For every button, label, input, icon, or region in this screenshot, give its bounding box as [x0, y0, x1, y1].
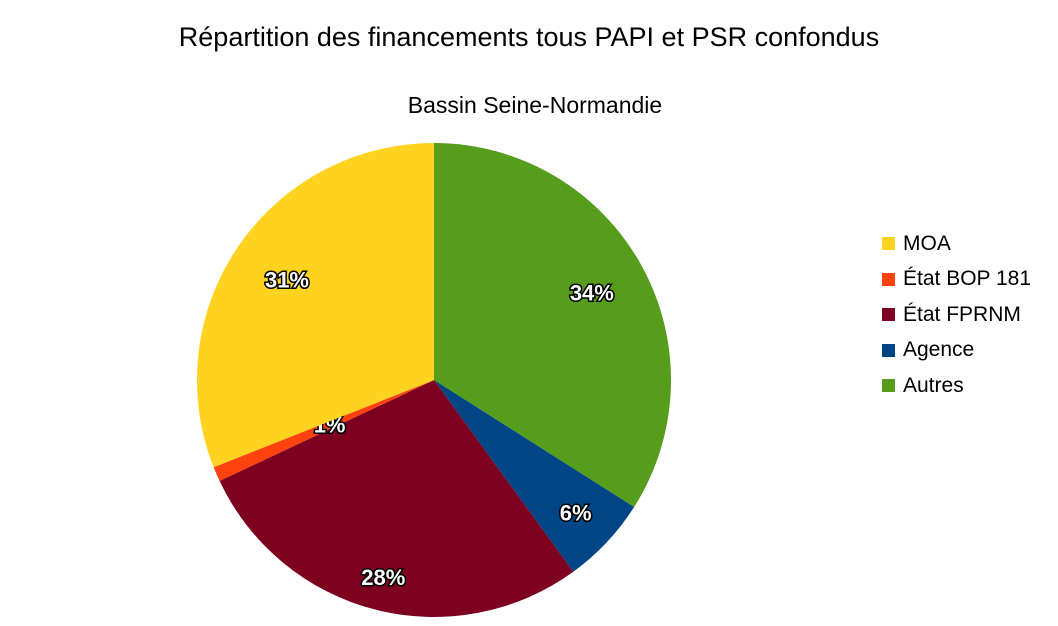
pie-slice-moa	[197, 143, 434, 468]
pie-slice-etat-fprnm	[219, 380, 574, 617]
legend-label: Agence	[903, 338, 975, 362]
legend-item-autres: Autres	[882, 368, 1031, 404]
legend-swatch	[882, 379, 895, 393]
chart-legend: MOA État BOP 181 État FPRNM Agence Autres	[882, 226, 1031, 404]
legend-label: État BOP 181	[903, 267, 1032, 291]
legend-swatch	[882, 343, 895, 357]
legend-swatch	[882, 272, 895, 286]
pie-slice-etat-bop-181	[213, 380, 434, 481]
legend-swatch	[882, 308, 895, 322]
chart-subtitle: Bassin Seine-Normandie	[407, 92, 663, 118]
legend-label: MOA	[903, 231, 951, 255]
slice-label-moa: 31%	[265, 268, 309, 293]
legend-swatch	[882, 237, 895, 251]
legend-item-moa: MOA	[882, 226, 1031, 262]
chart-title: Répartition des financements tous PAPI e…	[178, 22, 880, 52]
pie-slice-autres	[434, 143, 671, 507]
slice-label-agence: 6%	[560, 501, 592, 526]
pie-slice-agence	[434, 380, 635, 572]
legend-item-etat-fprnm: État FPRNM	[882, 297, 1031, 333]
legend-label: État FPRNM	[903, 302, 1021, 326]
legend-item-etat-bop-181: État BOP 181	[882, 262, 1031, 298]
legend-label: Autres	[903, 373, 964, 397]
slice-label-etat-fprnm: 28%	[361, 565, 405, 590]
legend-item-agence: Agence	[882, 333, 1031, 369]
slice-label-autres: 34%	[570, 281, 614, 306]
